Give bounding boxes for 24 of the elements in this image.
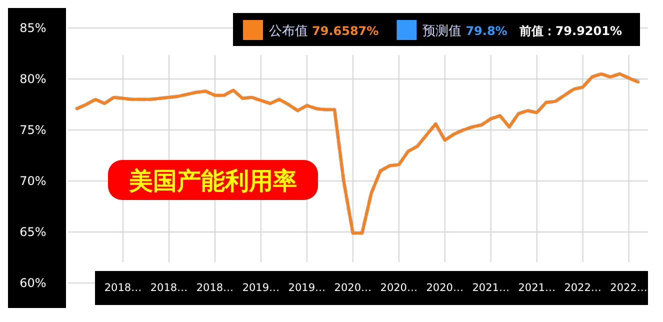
x-tick-label: 2019… xyxy=(242,282,280,294)
x-tick-label: 2018… xyxy=(196,282,234,294)
y-tick-label: 80% xyxy=(20,72,46,86)
y-tick-label: 70% xyxy=(20,174,46,188)
x-tick-label: 2022… xyxy=(610,282,648,294)
y-tick-label: 60% xyxy=(20,276,46,290)
x-tick-label: 2021… xyxy=(518,282,556,294)
title: 美国产能利用率 xyxy=(108,160,318,200)
x-tick-label: 2020… xyxy=(334,282,372,294)
annotation: 79.8% xyxy=(466,24,508,38)
x-tick-label: 2018… xyxy=(150,282,188,294)
y-tick-label: 85% xyxy=(20,21,46,35)
y-tick-label: 75% xyxy=(20,123,46,137)
x-tick-label: 2021… xyxy=(472,282,510,294)
y-tick-label: 65% xyxy=(20,225,46,239)
x-tick-label: 2020… xyxy=(380,282,418,294)
legend-label: 预测值 xyxy=(422,24,462,39)
x-tick-label: 2020… xyxy=(426,282,464,294)
x-tick-label: 2022… xyxy=(564,282,602,294)
annotation: 前值：79.9201% xyxy=(518,24,622,38)
x-tick-label: 2018… xyxy=(104,282,142,294)
x-tick-label: 2019… xyxy=(288,282,326,294)
legend-label: 公布值 xyxy=(269,24,308,39)
annotation: 79.6587% xyxy=(312,24,379,38)
